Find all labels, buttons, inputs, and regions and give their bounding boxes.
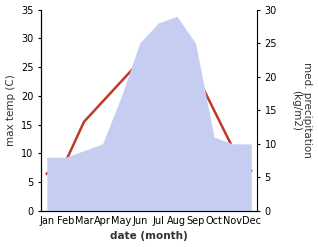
Y-axis label: med. precipitation
(kg/m2): med. precipitation (kg/m2) — [291, 62, 313, 158]
Y-axis label: max temp (C): max temp (C) — [5, 74, 16, 146]
X-axis label: date (month): date (month) — [110, 231, 188, 242]
